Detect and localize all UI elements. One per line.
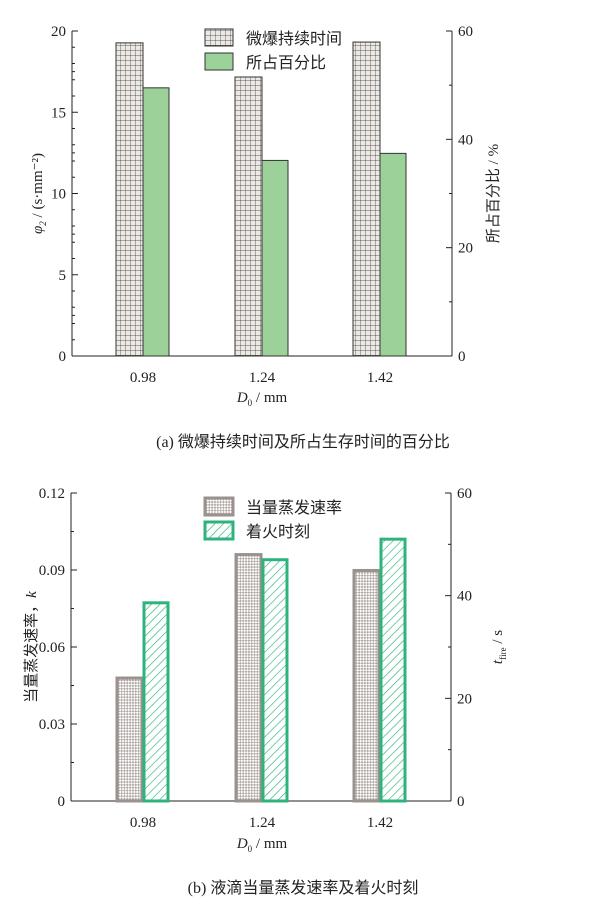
x-tick-label: 1.42 (367, 370, 393, 386)
y-tick-label: 0.06 (39, 640, 66, 656)
label-unit: / (s·mm⁻²) (30, 153, 46, 221)
label-sub: 2 (38, 221, 48, 226)
y-tick-label: 0.03 (39, 717, 65, 733)
bar-series2 (142, 601, 170, 803)
label-main: 当量蒸发速率， (23, 598, 40, 703)
y-tick-label: 0 (58, 794, 66, 810)
y2-tick-label: 20 (457, 691, 472, 707)
bar-series2 (261, 558, 289, 803)
y-tick-label: 15 (51, 105, 66, 121)
bar-series1 (352, 568, 381, 803)
label-main: D (236, 836, 248, 852)
figure-caption: (a) 微爆持续时间及所占生存时间的百分比 (156, 432, 450, 451)
y2-axis-label: 所占百分比 / % (485, 144, 502, 243)
x-tick-label: 1.24 (249, 815, 276, 831)
legend-label: 所占百分比 (246, 54, 326, 72)
legend-swatch (204, 52, 234, 71)
y-tick-label: 20 (51, 24, 66, 40)
bar-series2 (379, 537, 407, 803)
legend-label: 着火时刻 (246, 523, 310, 541)
bar-series2 (379, 152, 407, 357)
y-tick-label: 10 (51, 187, 66, 203)
y2-tick-label: 0 (458, 349, 466, 365)
bar-series2 (261, 159, 289, 357)
y-tick-label: 0.09 (39, 563, 65, 579)
legend-label: 当量蒸发速率 (246, 499, 342, 517)
bar-series1 (115, 676, 144, 803)
label-main: t (490, 659, 506, 664)
label-sub: k (24, 591, 40, 598)
x-tick-label: 1.42 (367, 815, 393, 831)
bar-series2 (142, 87, 170, 357)
y2-tick-label: 60 (458, 24, 473, 40)
label-main: φ (30, 226, 46, 234)
label-unit: / mm (252, 390, 287, 406)
x-tick-label: 1.24 (249, 370, 276, 386)
label-sub: 0 (248, 844, 253, 854)
y2-tick-label: 20 (458, 241, 473, 257)
x-axis-label: D0 / mm (236, 836, 288, 854)
y2-tick-label: 40 (457, 589, 472, 605)
label-sub: 0 (248, 398, 253, 408)
bar-series1 (234, 553, 263, 803)
y-tick-label: 0.12 (39, 486, 65, 502)
label-unit: / mm (252, 836, 287, 852)
y2-tick-label: 60 (457, 486, 472, 502)
label-main: D (236, 390, 248, 406)
legend-label: 微爆持续时间 (246, 29, 342, 48)
bar-series1 (115, 42, 144, 357)
label-unit: / s (490, 630, 506, 648)
x-tick-label: 0.98 (130, 815, 156, 831)
y2-tick-label: 40 (458, 132, 473, 148)
bar-series1 (234, 76, 263, 357)
y2-tick-label: 0 (457, 794, 465, 810)
legend-swatch (203, 520, 235, 541)
label-sub: fire (498, 647, 508, 660)
y-tick-label: 5 (59, 268, 67, 284)
y-axis-label: 当量蒸发速率，k (23, 591, 40, 703)
y-tick-label: 0 (59, 349, 67, 365)
x-tick-label: 0.98 (130, 370, 156, 386)
figure-caption: (b) 液滴当量蒸发速率及着火时刻 (188, 879, 419, 897)
legend-swatch (203, 496, 235, 517)
chart-b: 0 0.03 0.06 0.09 0.12 0 20 40 60 0.98 1.24 1.42 当量蒸发… (23, 486, 508, 897)
x-axis-label: D0 / mm (236, 390, 288, 408)
bar-series1 (352, 41, 381, 357)
legend-swatch (204, 28, 234, 47)
y2-axis-label: tfire / s (490, 630, 508, 664)
y-axis-label: φ2 / (s·mm⁻²) (30, 153, 48, 234)
